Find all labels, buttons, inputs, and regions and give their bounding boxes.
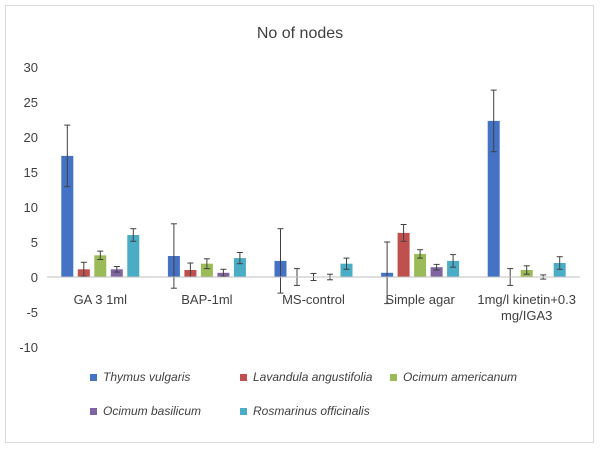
x-tick-label: mg/IGA3 [501,308,552,323]
y-tick-label: 10 [24,200,38,215]
y-tick-label: 15 [24,165,38,180]
x-tick-label: BAP-1ml [181,292,232,307]
y-tick-label: -5 [26,305,38,320]
bar [487,120,500,278]
x-tick-label: GA 3 1ml [74,292,128,307]
chart-title: No of nodes [257,25,343,42]
bar [340,263,353,277]
legend: Thymus vulgaris Lavandula angustifolia Oci… [90,370,590,430]
legend-swatch [240,407,247,415]
legend-label: Ocimum basilicum [103,404,202,418]
x-tick-label: 1mg/l kinetin+0.3 [477,292,576,307]
legend-label: Rosmarinus officinalis [253,404,370,418]
y-tick-label: 25 [24,95,38,110]
legend-item: Thymus vulgaris [90,370,190,384]
y-axis-ticks: 30 25 20 15 10 5 0 -5 -10 [19,60,38,355]
x-tick-label: MS-control [282,292,345,307]
bar [553,263,566,277]
legend-item: Lavandula angustifolia [240,370,372,384]
y-tick-label: 0 [31,270,38,285]
bar [110,269,123,277]
legend-label: Ocimum americanum [403,370,518,384]
bars [61,89,566,305]
y-tick-label: -10 [19,340,38,355]
legend-label: Lavandula angustifolia [253,370,373,384]
x-axis-labels: GA 3 1ml BAP-1ml MS-control Simple agar 1mg/… [74,292,576,323]
bar [200,263,213,277]
bar [447,260,460,277]
bar [127,235,140,277]
y-tick-label: 5 [31,235,38,250]
bar [414,253,427,277]
x-tick-label: Simple agar [385,292,455,307]
legend-swatch [240,373,247,381]
legend-item: Ocimum basilicum [90,404,201,418]
bar [233,258,246,277]
y-tick-label: 20 [24,130,38,145]
bar [94,255,107,277]
legend-item: Rosmarinus officinalis [240,404,370,418]
legend-swatch [90,373,97,381]
legend-label: Thymus vulgaris [103,370,191,384]
legend-swatch [90,407,97,415]
bar [61,155,74,277]
bar [430,267,443,277]
bar [397,232,410,277]
legend-item: Ocimum americanum [390,370,517,384]
legend-swatch [390,373,397,381]
y-tick-label: 30 [24,60,38,75]
